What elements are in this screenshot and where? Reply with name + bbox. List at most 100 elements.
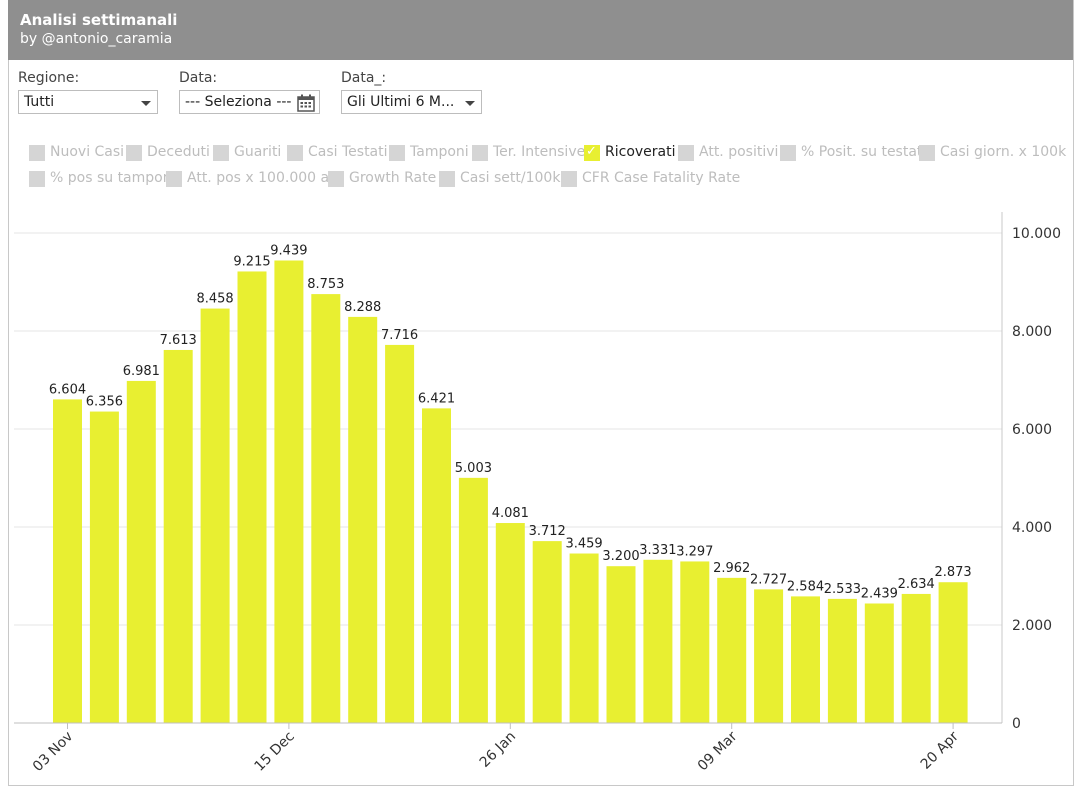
bar bbox=[53, 399, 82, 723]
x-tick-label: 26 Jan bbox=[477, 729, 519, 771]
bar-value-label: 8.753 bbox=[307, 277, 344, 292]
bar bbox=[643, 559, 673, 723]
checkbox-box bbox=[287, 145, 303, 161]
bar bbox=[791, 596, 820, 723]
date-picker-value: --- Seleziona --- bbox=[185, 94, 292, 110]
x-tick-label: 15 Dec bbox=[252, 729, 298, 775]
checkbox-box bbox=[472, 145, 488, 161]
bar bbox=[458, 477, 488, 723]
bar-value-label: 3.331 bbox=[639, 543, 676, 558]
checkbox-box bbox=[166, 171, 182, 187]
checkbox-label: Casi sett/100k bbox=[460, 170, 561, 186]
bar-value-label: 2.727 bbox=[750, 572, 787, 587]
bar bbox=[901, 593, 931, 723]
bar bbox=[680, 561, 710, 723]
regione-value: Tutti bbox=[24, 94, 55, 110]
checkbox-box bbox=[439, 171, 455, 187]
checkbox-box bbox=[328, 171, 344, 187]
y-tick-label: 4.000 bbox=[1012, 520, 1052, 536]
data-range-label: Data_: bbox=[341, 70, 387, 86]
date-picker-input[interactable]: --- Seleziona --- bbox=[179, 90, 320, 114]
x-tick-label: 20 Apr bbox=[918, 728, 962, 772]
checkbox-box bbox=[678, 145, 694, 161]
bar-value-label: 2.439 bbox=[861, 586, 898, 601]
bar bbox=[754, 589, 784, 723]
bar bbox=[827, 598, 857, 723]
checkbox-label: Att. pos x 100.000 ab bbox=[187, 170, 338, 186]
checkbox-label: Casi giorn. x 100k bbox=[940, 144, 1067, 160]
bar bbox=[237, 271, 267, 723]
y-tick-label: 8.000 bbox=[1012, 324, 1052, 340]
bar-value-label: 9.439 bbox=[270, 243, 307, 258]
data-range-select[interactable]: Gli Ultimi 6 M... bbox=[341, 90, 482, 114]
y-tick-label: 2.000 bbox=[1012, 618, 1052, 634]
calendar-icon[interactable] bbox=[297, 94, 315, 112]
checkbox-label: Tamponi bbox=[410, 144, 469, 160]
y-tick-label: 10.000 bbox=[1012, 226, 1061, 242]
bar-value-label: 8.458 bbox=[196, 292, 233, 307]
dashboard-header: Analisi settimanali by @antonio_caramia bbox=[8, 0, 1073, 60]
checkbox-box bbox=[561, 171, 577, 187]
bar-value-label: 7.716 bbox=[381, 328, 418, 343]
bar-value-label: 4.081 bbox=[492, 506, 529, 521]
checkbox-box bbox=[389, 145, 405, 161]
data-label: Data: bbox=[179, 70, 218, 86]
bar bbox=[385, 344, 415, 723]
bar-value-label: 7.613 bbox=[160, 333, 197, 348]
checkbox-label: CFR Case Fatality Rate bbox=[582, 170, 741, 186]
regione-select[interactable]: Tutti bbox=[18, 90, 158, 114]
bar bbox=[422, 408, 451, 723]
bar-value-label: 2.962 bbox=[713, 561, 750, 576]
bar-value-label: 2.873 bbox=[934, 565, 971, 580]
checkbox-label: % Posit. su testati bbox=[801, 144, 927, 160]
bar-value-label: 6.981 bbox=[123, 364, 160, 379]
bar-value-label: 2.533 bbox=[824, 582, 861, 597]
checkbox-box bbox=[919, 145, 935, 161]
bar bbox=[717, 577, 747, 723]
checkbox-box bbox=[780, 145, 796, 161]
checkbox-label: Deceduti bbox=[147, 144, 210, 160]
checkbox-box bbox=[29, 171, 45, 187]
checkbox-label: % pos su tamponi bbox=[50, 170, 176, 186]
bar-value-label: 3.200 bbox=[602, 549, 639, 564]
checkbox-label: Guariti bbox=[234, 144, 282, 160]
chevron-down-icon bbox=[141, 101, 151, 106]
checkbox-box bbox=[213, 145, 229, 161]
bar-value-label: 6.604 bbox=[49, 382, 86, 397]
checkbox-label: Casi Testati bbox=[308, 144, 388, 160]
x-tick-label: 03 Nov bbox=[30, 729, 76, 775]
bar bbox=[126, 380, 156, 723]
page-subtitle: by @antonio_caramia bbox=[20, 31, 173, 47]
bar-value-label: 9.215 bbox=[233, 254, 270, 269]
bar bbox=[274, 260, 304, 723]
bar-value-label: 3.297 bbox=[676, 544, 713, 559]
bar bbox=[163, 349, 193, 723]
y-tick-label: 6.000 bbox=[1012, 422, 1052, 438]
bar bbox=[89, 411, 119, 723]
bar bbox=[938, 582, 968, 723]
bar-value-label: 6.356 bbox=[86, 395, 123, 410]
checkbox-box bbox=[29, 145, 45, 161]
page-title: Analisi settimanali bbox=[20, 11, 178, 29]
y-tick-label: 0 bbox=[1012, 716, 1021, 732]
bar-value-label: 6.421 bbox=[418, 391, 455, 406]
bar-value-label: 2.584 bbox=[787, 579, 824, 594]
checkbox-box bbox=[126, 145, 142, 161]
checkbox-label: Growth Rate bbox=[349, 170, 437, 186]
bar bbox=[606, 566, 636, 723]
bar-value-label: 3.459 bbox=[565, 537, 602, 552]
bar bbox=[864, 603, 894, 723]
chevron-down-icon bbox=[465, 101, 475, 106]
bar-value-label: 8.288 bbox=[344, 300, 381, 315]
checkbox-label: Att. positivi bbox=[699, 144, 779, 160]
checkbox-label: Nuovi Casi bbox=[50, 144, 125, 160]
bar bbox=[200, 308, 230, 723]
bar-value-label: 5.003 bbox=[455, 461, 492, 476]
data-range-value: Gli Ultimi 6 M... bbox=[347, 94, 455, 110]
bar-value-label: 2.634 bbox=[898, 577, 935, 592]
checkbox-box bbox=[584, 144, 600, 161]
bar bbox=[569, 553, 599, 723]
x-tick-label: 09 Mar bbox=[695, 728, 741, 774]
checkbox-label: Ricoverati bbox=[605, 144, 676, 160]
